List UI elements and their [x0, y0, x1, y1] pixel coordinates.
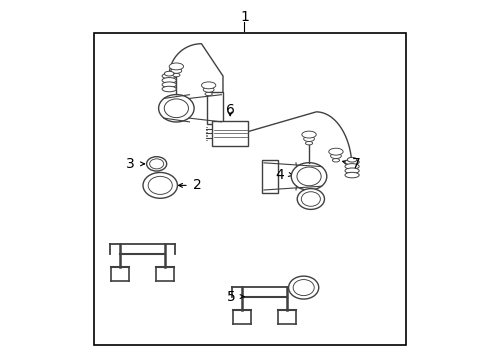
- Ellipse shape: [142, 172, 177, 198]
- Ellipse shape: [162, 86, 176, 92]
- Text: 3: 3: [126, 157, 135, 171]
- Ellipse shape: [301, 192, 320, 206]
- Ellipse shape: [346, 157, 356, 162]
- Text: 2: 2: [192, 178, 201, 192]
- Ellipse shape: [164, 99, 188, 118]
- Ellipse shape: [164, 71, 174, 76]
- Bar: [212, 121, 247, 145]
- Bar: [94, 33, 405, 345]
- Ellipse shape: [328, 148, 343, 155]
- Text: 5: 5: [226, 289, 235, 303]
- Ellipse shape: [344, 172, 359, 178]
- Ellipse shape: [149, 159, 163, 169]
- Ellipse shape: [344, 168, 359, 174]
- Ellipse shape: [303, 136, 314, 141]
- Ellipse shape: [171, 68, 182, 73]
- Ellipse shape: [292, 280, 314, 296]
- Ellipse shape: [305, 141, 312, 145]
- Text: 6: 6: [225, 103, 234, 117]
- Text: 1: 1: [240, 10, 248, 24]
- Ellipse shape: [297, 189, 324, 210]
- Ellipse shape: [162, 82, 176, 87]
- Ellipse shape: [148, 176, 172, 194]
- Ellipse shape: [162, 73, 176, 79]
- Ellipse shape: [201, 82, 215, 89]
- Ellipse shape: [332, 158, 339, 162]
- Ellipse shape: [158, 95, 194, 122]
- Ellipse shape: [204, 92, 212, 96]
- Bar: [262, 160, 278, 193]
- Ellipse shape: [344, 159, 359, 165]
- Ellipse shape: [291, 163, 326, 190]
- Text: 4: 4: [275, 168, 284, 182]
- Ellipse shape: [169, 63, 183, 70]
- Ellipse shape: [172, 73, 180, 77]
- Ellipse shape: [162, 78, 176, 83]
- Ellipse shape: [344, 164, 359, 169]
- Ellipse shape: [288, 276, 318, 299]
- Ellipse shape: [301, 131, 316, 138]
- Ellipse shape: [330, 153, 341, 158]
- Bar: [206, 92, 223, 125]
- Text: 7: 7: [351, 157, 360, 171]
- Ellipse shape: [146, 157, 166, 171]
- Ellipse shape: [203, 87, 214, 92]
- Ellipse shape: [296, 167, 321, 186]
